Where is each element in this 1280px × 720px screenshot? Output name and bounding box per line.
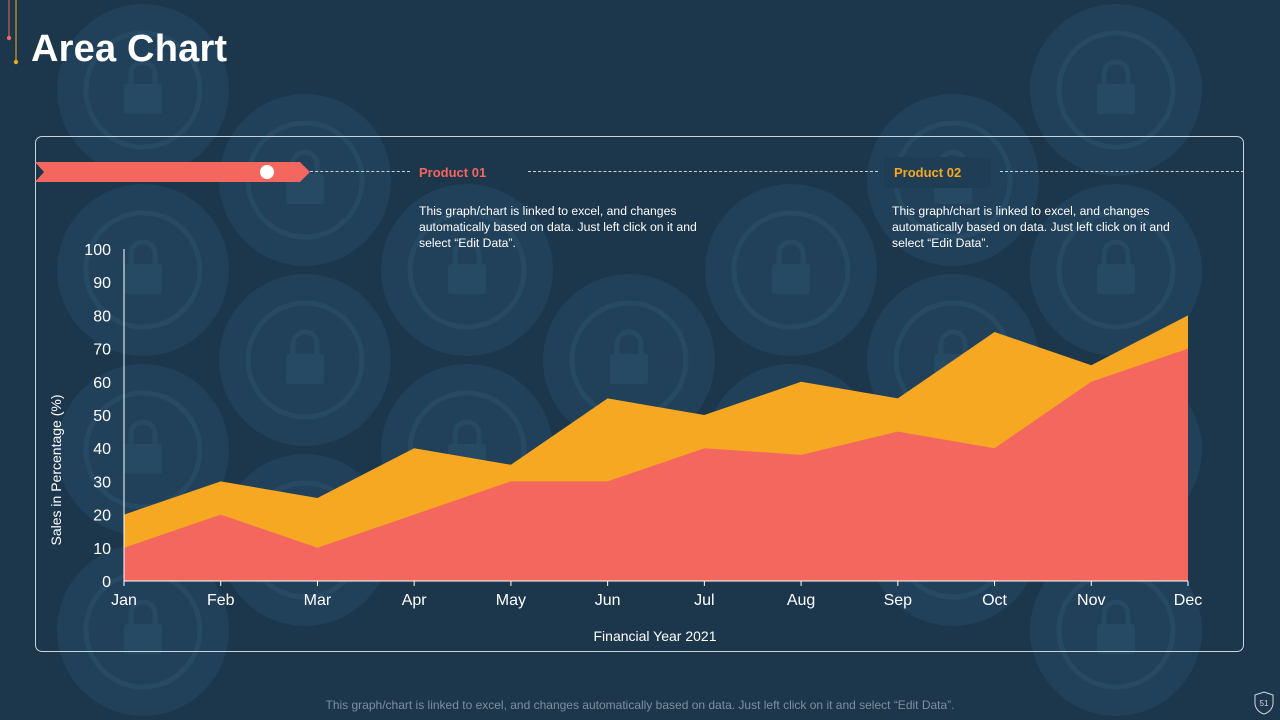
y-tick-label: 30 (93, 474, 111, 491)
y-axis-title: Sales in Percentage (%) (48, 395, 64, 546)
legend-dash-line-1 (310, 171, 410, 172)
x-tick-label: Nov (1077, 592, 1105, 609)
y-tick-label: 70 (93, 342, 111, 359)
y-tick-label: 50 (93, 408, 111, 425)
x-tick-label: Jun (595, 592, 621, 609)
x-tick-label: Jan (111, 592, 137, 609)
legend-product-02: Product 02 (884, 157, 992, 188)
x-tick-label: Apr (402, 592, 428, 609)
legend-product-01: Product 01 (419, 165, 487, 180)
x-tick-label: Sep (884, 592, 913, 609)
y-tick-label: 10 (93, 541, 111, 558)
footer-note: This graph/chart is linked to excel, and… (325, 698, 955, 712)
chart-panel (35, 136, 1244, 652)
legend-dash-line-2 (528, 171, 878, 172)
x-tick-label: Dec (1174, 592, 1202, 609)
y-tick-label: 80 (93, 308, 111, 325)
product-01-description: This graph/chart is linked to excel, and… (419, 204, 697, 250)
y-tick-label: 0 (102, 574, 111, 591)
y-tick-label: 100 (84, 242, 111, 259)
y-tick-label: 20 (93, 508, 111, 525)
x-tick-label: Mar (304, 592, 332, 609)
y-tick-label: 90 (93, 275, 111, 292)
page-number: 51 (1259, 699, 1269, 708)
x-axis-title: Financial Year 2021 (594, 628, 717, 644)
y-tick-label: 40 (93, 441, 111, 458)
area-series-product-01 (124, 348, 1188, 581)
y-tick-label: 60 (93, 375, 111, 392)
page-title: Area Chart (31, 28, 228, 70)
page-badge-shield-icon (1254, 691, 1274, 715)
product-02-description: This graph/chart is linked to excel, and… (892, 204, 1170, 250)
x-tick-label: Feb (207, 592, 235, 609)
legend-ribbon (35, 162, 310, 182)
x-tick-label: Oct (982, 592, 1007, 609)
x-tick-label: May (496, 592, 526, 609)
title-accent-lines (6, 0, 19, 65)
x-tick-label: Aug (787, 592, 815, 609)
legend-dash-line-3 (1000, 171, 1244, 172)
x-tick-label: Jul (694, 592, 714, 609)
